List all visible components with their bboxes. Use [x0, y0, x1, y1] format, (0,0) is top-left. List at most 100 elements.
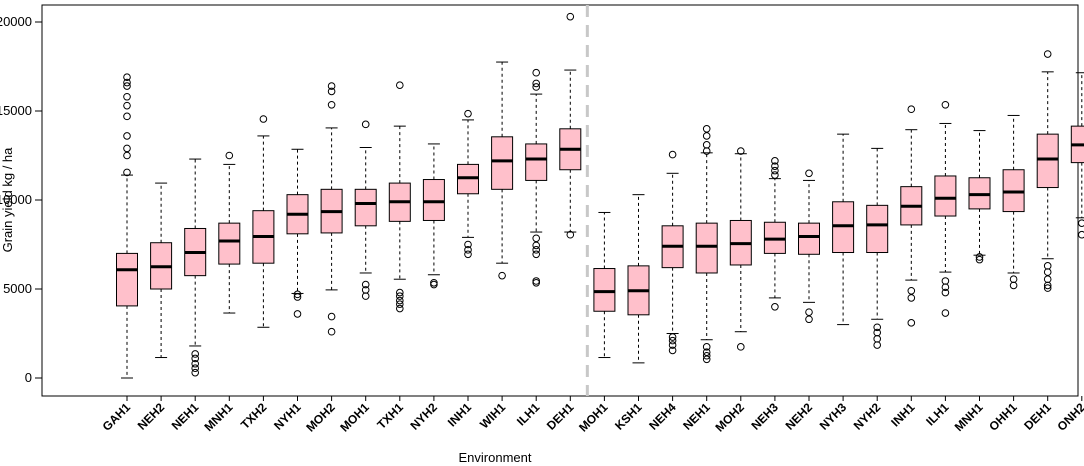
box-iqr [866, 204, 889, 254]
box-group [457, 109, 479, 259]
outlier-point [805, 308, 813, 316]
box-iqr [593, 268, 616, 312]
outlier-point [225, 151, 234, 160]
box-group [525, 68, 548, 287]
outlier-point [668, 333, 677, 341]
box-iqr [798, 222, 820, 255]
box-iqr [354, 188, 377, 227]
outlier-point [191, 364, 199, 373]
x-tick-label: ILH1 [514, 400, 543, 429]
outlier-point [907, 105, 916, 114]
box-iqr [491, 136, 514, 190]
x-tick-label: NEH4 [646, 400, 679, 433]
outlier-point [361, 120, 370, 129]
outlier-point [771, 303, 779, 311]
outlier-point [123, 92, 131, 101]
outlier-point [123, 151, 131, 160]
outlier-point [702, 125, 711, 133]
outlier-point [1043, 50, 1052, 58]
box-iqr [695, 222, 718, 274]
outlier-point [123, 82, 131, 90]
box-group [1070, 72, 1084, 239]
outlier-point [464, 250, 472, 259]
outlier-point [566, 12, 575, 21]
outlier-point [361, 292, 370, 300]
box-group [252, 115, 275, 328]
outlier-point [702, 343, 711, 351]
box-group [491, 61, 514, 280]
outlier-point [396, 81, 404, 89]
outlier-point [771, 171, 779, 179]
outlier-point [498, 271, 506, 280]
outlier-point [361, 280, 370, 289]
box-iqr [1036, 133, 1059, 189]
box-group [968, 130, 991, 264]
box-group [218, 151, 241, 314]
outlier-point [293, 290, 302, 299]
x-tick-label: NEH1 [680, 400, 713, 433]
outlier-point [532, 234, 541, 243]
box-group [1002, 114, 1025, 290]
outlier-point [327, 87, 336, 96]
outlier-point [941, 288, 950, 297]
box-group [900, 105, 923, 327]
box-group [627, 194, 650, 364]
x-tick-label: MOH2 [303, 400, 338, 435]
outlier-point [975, 255, 984, 264]
y-tick-label: 0 [25, 370, 32, 385]
outlier-point [532, 277, 541, 285]
outlier-point [396, 292, 404, 300]
outlier-point [123, 144, 131, 153]
outlier-point [702, 351, 711, 360]
outlier-point [464, 240, 472, 249]
outlier-point [293, 293, 302, 301]
outlier-point [566, 230, 575, 239]
outlier-point [123, 78, 131, 87]
x-tick-label: DEH1 [544, 400, 577, 433]
outlier-point [123, 101, 131, 110]
outlier-point [668, 341, 677, 349]
x-tick-label: NEH3 [748, 400, 781, 433]
box-iqr [218, 222, 241, 265]
plot-frame [41, 4, 1079, 397]
outlier-point [123, 168, 131, 177]
x-tick-label: DEH1 [1021, 400, 1054, 433]
outlier-point [873, 323, 882, 332]
outlier-point [907, 319, 916, 327]
outlier-point [396, 296, 404, 305]
outlier-point [668, 150, 677, 159]
box-group [695, 125, 718, 364]
outlier-point [702, 355, 711, 364]
outlier-point [941, 309, 950, 317]
outlier-point [805, 169, 813, 178]
outlier-point [1043, 275, 1052, 284]
x-tick-label: NEH1 [169, 400, 202, 433]
outlier-point [975, 253, 984, 261]
y-axis-label: Grain yield kg / ha [0, 147, 15, 253]
outlier-point [191, 368, 199, 377]
outlier-point [1078, 219, 1084, 227]
box-iqr [934, 175, 957, 217]
box-group [798, 169, 820, 324]
box-group [116, 73, 138, 379]
x-tick-label: TXH2 [238, 400, 270, 432]
box-group [388, 81, 411, 313]
box-iqr [422, 179, 445, 221]
x-tick-label: OHH1 [986, 400, 1020, 434]
box-group [320, 82, 343, 336]
outlier-point [396, 300, 404, 308]
outlier-point [430, 278, 438, 287]
x-tick-label: MOH1 [576, 400, 611, 435]
outlier-point [293, 310, 302, 318]
outlier-point [361, 286, 370, 294]
outlier-point [873, 341, 882, 349]
outlier-point [1009, 281, 1018, 290]
outlier-point [1043, 284, 1052, 292]
x-tick-label: INH1 [445, 400, 474, 429]
outlier-point [464, 109, 472, 118]
y-tick-label: 10000 [0, 192, 32, 207]
outlier-point [771, 166, 779, 175]
box-group [1036, 50, 1059, 292]
box-group [286, 148, 309, 318]
